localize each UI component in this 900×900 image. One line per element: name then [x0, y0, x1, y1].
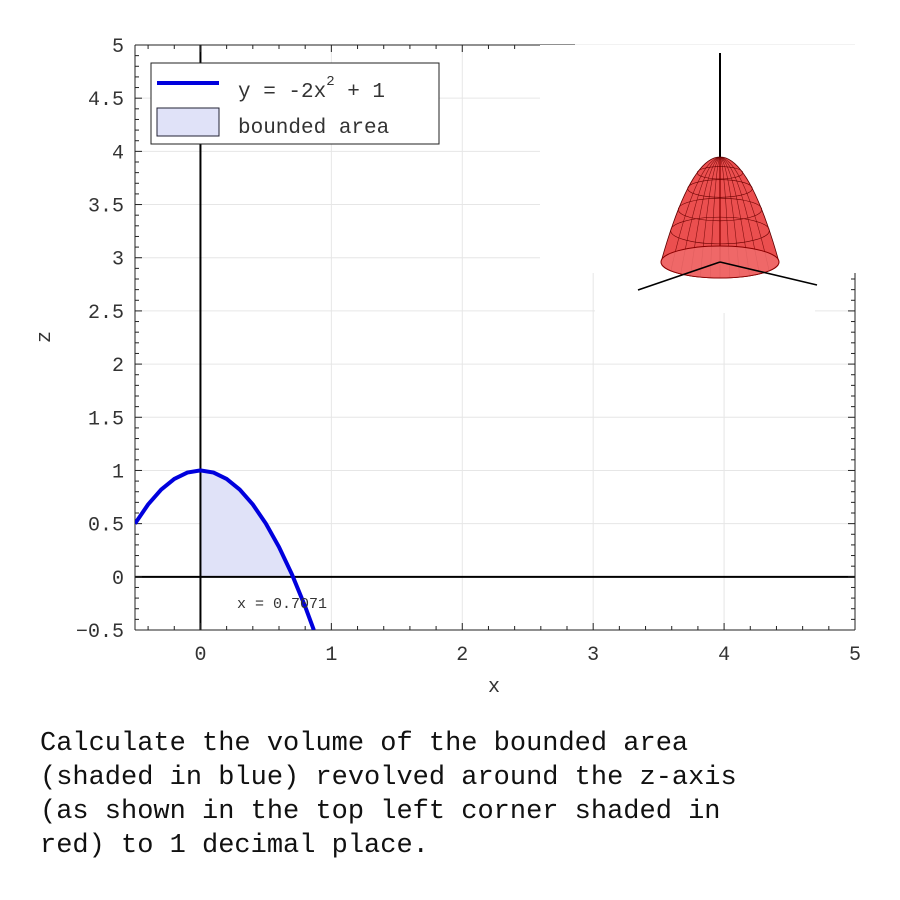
y-tick-label: 0.5 [88, 515, 124, 538]
inset-meridian [670, 156, 721, 271]
inset-latitude [696, 166, 744, 180]
question-line: red) to 1 decimal place. [40, 831, 429, 861]
shaded-bounded-area [200, 470, 294, 577]
x-tick-label: 4 [718, 644, 730, 667]
inset-meridian [719, 156, 740, 278]
x-tick-label: 1 [325, 644, 337, 667]
inset-meridian [719, 156, 760, 274]
y-tick-label: 0 [112, 568, 124, 591]
curve-parabola [135, 468, 316, 630]
inset-meridian [690, 156, 721, 276]
y-axis-label: z [34, 331, 57, 343]
inset-x-axis [637, 261, 721, 291]
inset-latitude [677, 197, 763, 222]
question-text: Calculate the volume of the bounded area… [40, 727, 880, 863]
y-tick-label: 4 [112, 142, 124, 165]
tick-labels: 0 1 2 3 4 5 −0.5 0 0.5 1 1.5 2 2.5 3 3.5 4 4.5 5 [76, 36, 861, 667]
x-tick-label: 0 [194, 644, 206, 667]
x-axis-label: x [488, 676, 500, 699]
function-plot: 0 1 2 3 4 5 −0.5 0 0.5 1 1.5 2 2.5 3 3.5 4 4.5 5 y = -2x2… [34, 36, 862, 699]
inset-meridian [700, 156, 721, 278]
shaded-region-layer [200, 470, 294, 577]
legend-area-swatch [156, 107, 220, 137]
inset-latitude [670, 216, 770, 245]
root-annotation: x = 0.7071 [237, 596, 327, 613]
y-tick-label: 3.5 [88, 196, 124, 219]
inset-background-lower [595, 273, 815, 313]
legend-exponent: 2 [326, 74, 334, 90]
legend-label-area: bounded area [238, 117, 389, 140]
inset-meridian [719, 156, 731, 278]
inset-3d [540, 45, 856, 313]
question-line: (as shown in the top left corner shaded … [40, 797, 721, 827]
frame-ticks [134, 44, 856, 631]
y-tick-label: 1 [112, 461, 124, 484]
y-tick-label: 2 [112, 355, 124, 378]
inset-latitude [687, 179, 753, 198]
inset-meridian [680, 156, 721, 274]
curve-layer [135, 468, 316, 630]
y-tick-label: −0.5 [76, 621, 124, 644]
y-tick-label: 5 [112, 36, 124, 59]
question-line: (shaded in blue) revolved around the z-a… [40, 763, 737, 793]
y-tick-label: 1.5 [88, 408, 124, 431]
x-tick-label: 2 [456, 644, 468, 667]
x-tick-label: 5 [849, 644, 861, 667]
y-tick-label: 4.5 [88, 89, 124, 112]
inset-meridian [719, 156, 750, 276]
question-line: Calculate the volume of the bounded area [40, 729, 689, 759]
y-tick-label: 2.5 [88, 302, 124, 325]
inset-meridian [719, 156, 770, 271]
inset-meridian [709, 156, 721, 278]
legend: y = -2x2 + 1 bounded area [150, 62, 440, 145]
x-tick-label: 3 [587, 644, 599, 667]
legend-label-curve: y = -2x2 + 1 [238, 74, 385, 104]
inset-y-axis [719, 261, 818, 286]
y-tick-label: 3 [112, 249, 124, 272]
